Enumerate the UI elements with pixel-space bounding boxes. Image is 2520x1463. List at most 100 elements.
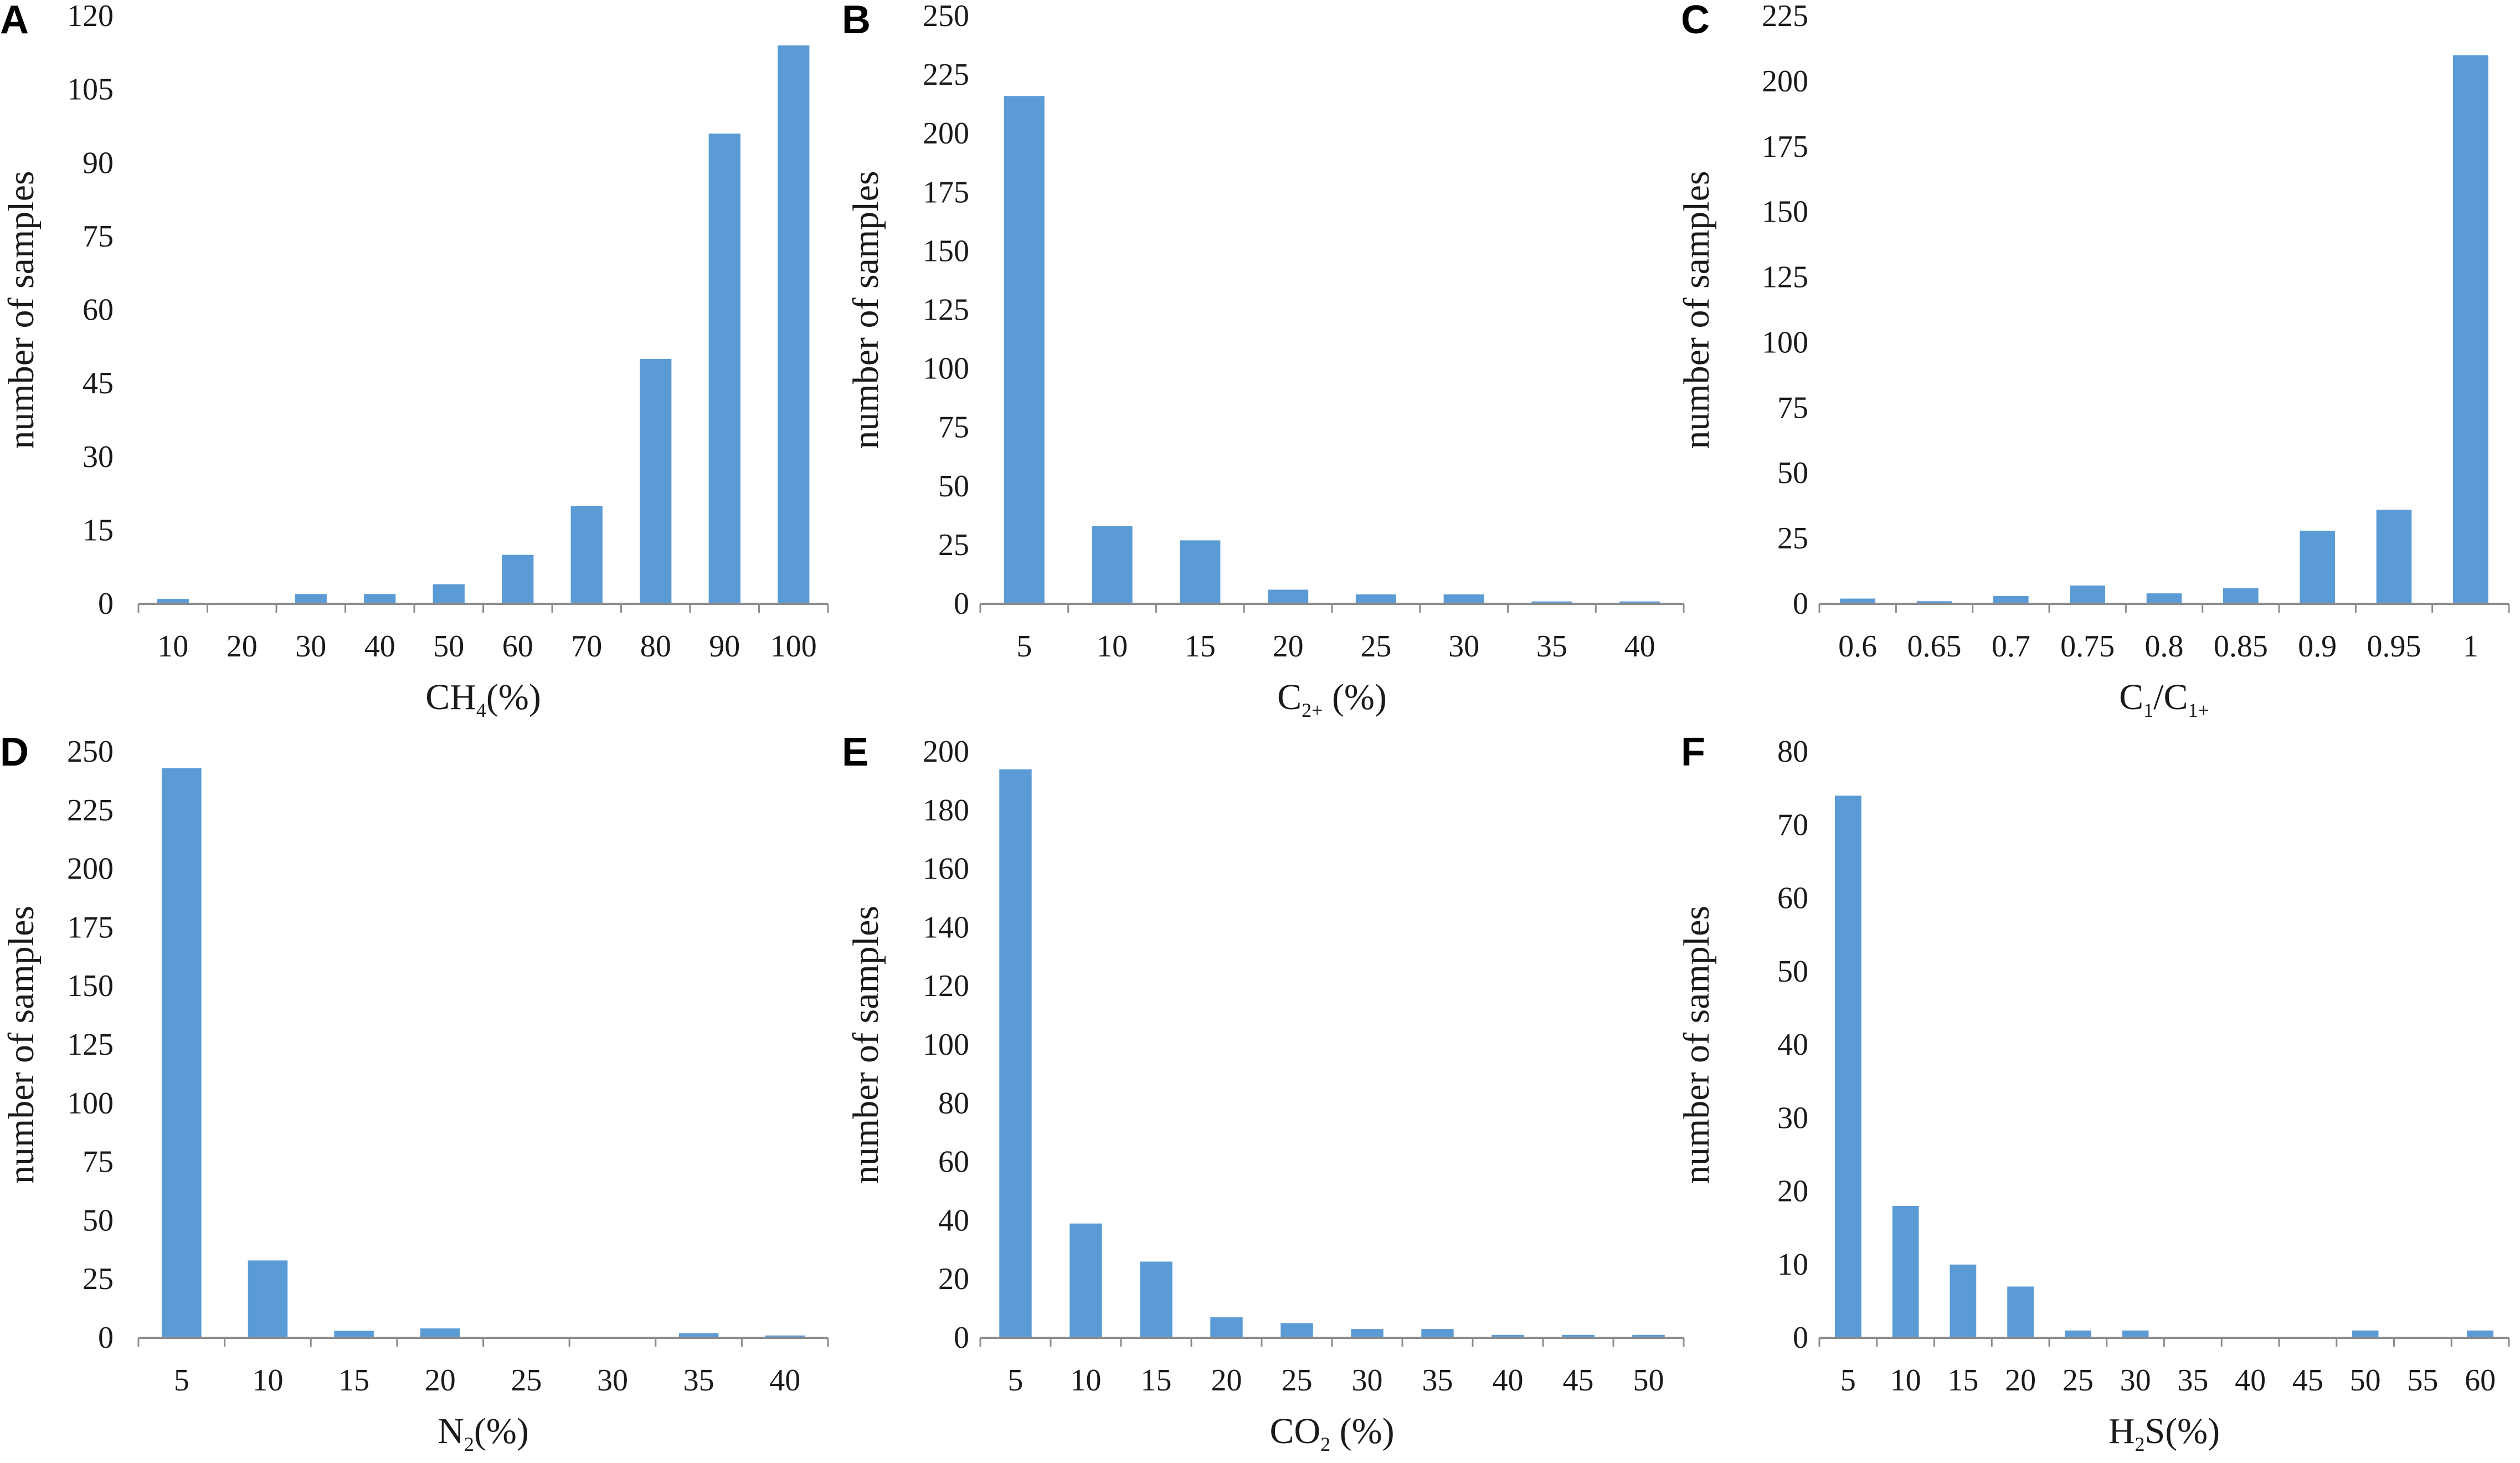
y-tick-label: 75 (83, 1145, 114, 1179)
y-tick-label: 40 (938, 1203, 969, 1238)
y-tick-label: 140 (923, 910, 969, 944)
bar-0.95 (2376, 510, 2412, 604)
x-tick-label: 15 (1185, 629, 1216, 664)
bar-60 (2467, 1330, 2493, 1338)
bar-50 (2352, 1330, 2379, 1338)
x-tick-label: 30 (295, 629, 326, 664)
bar-25 (1355, 594, 1396, 604)
y-tick-label: 150 (67, 969, 114, 1003)
bar-90 (708, 134, 740, 604)
x-tick-label: 15 (1141, 1363, 1172, 1398)
y-axis-title: number of samples (1, 171, 42, 449)
y-tick-label: 225 (67, 793, 114, 828)
bar-10 (1069, 1223, 1102, 1338)
y-tick-label: 125 (1762, 260, 1808, 295)
panel-f: F 0 10 20 30 40 50 60 70 80 number of samples 5 10 15… (1676, 730, 2510, 1455)
x-axis-title: C2+ (%) (1277, 677, 1387, 721)
bar-15 (1180, 540, 1221, 604)
y-tick-label: 25 (83, 1262, 114, 1296)
y-tick-label: 100 (923, 352, 969, 386)
bar-35 (678, 1333, 719, 1338)
y-tick-label: 30 (1777, 1101, 1808, 1135)
y-tick-label: 90 (83, 146, 114, 180)
x-tick-label: 5 (1016, 629, 1032, 664)
y-tick-label: 60 (938, 1145, 969, 1179)
bar-10 (157, 599, 189, 604)
y-tick-label: 105 (67, 73, 114, 107)
panel-letter-f: F (1681, 730, 1705, 774)
x-tick-label: 0.6 (1838, 629, 1877, 664)
bar-15 (334, 1331, 374, 1338)
y-tick-label: 20 (1777, 1174, 1808, 1209)
bar-60 (502, 555, 534, 604)
bar-5 (162, 768, 202, 1338)
bar-5 (1835, 795, 1861, 1338)
bar-5 (999, 769, 1032, 1338)
y-axis-title: number of samples (1676, 171, 1717, 449)
x-axis-title: CO2 (%) (1269, 1411, 1394, 1455)
x-tick-label: 70 (571, 629, 602, 664)
x-tick-label: 40 (769, 1363, 800, 1398)
bar-0.85 (2223, 588, 2259, 604)
bar-40 (1492, 1334, 1524, 1338)
y-tick-label: 200 (67, 852, 114, 886)
x-tick-label: 30 (597, 1363, 628, 1398)
y-tick-label: 45 (83, 366, 114, 401)
y-tick-label: 75 (938, 410, 969, 445)
bar-20 (420, 1328, 460, 1338)
x-tick-label: 10 (1097, 629, 1128, 664)
x-axis-title: CH4(%) (425, 677, 541, 721)
y-tick-label: 250 (67, 735, 114, 769)
bar-50 (433, 584, 465, 604)
x-tick-label: 90 (709, 629, 740, 664)
y-tick-label: 75 (83, 219, 114, 254)
bar-10 (1892, 1205, 1919, 1338)
bar-20 (2007, 1286, 2034, 1338)
x-tick-label: 20 (227, 629, 258, 664)
y-tick-label: 60 (83, 293, 114, 327)
bar-30 (2122, 1330, 2149, 1338)
bar-0.75 (2070, 585, 2105, 604)
y-tick-label: 120 (923, 969, 969, 1003)
y-tick-label: 175 (1762, 130, 1808, 164)
x-tick-label: 20 (2005, 1363, 2036, 1398)
x-tick-label: 1 (2463, 629, 2478, 664)
y-tick-label: 100 (1762, 325, 1808, 360)
y-tick-label: 0 (98, 1321, 114, 1355)
bar-100 (778, 45, 810, 604)
panel-letter-b: B (842, 0, 871, 42)
bar-0.6 (1840, 598, 1875, 604)
y-tick-label: 0 (1793, 1321, 1808, 1355)
bar-80 (640, 358, 672, 604)
bar-10 (1092, 526, 1133, 604)
x-tick-label: 0.9 (2298, 629, 2337, 664)
x-tick-label: 50 (433, 629, 464, 664)
y-axis-title: number of samples (846, 906, 886, 1184)
bar-45 (1562, 1334, 1595, 1338)
panel-letter-e: E (842, 730, 868, 774)
y-tick-label: 125 (923, 293, 969, 327)
y-tick-label: 10 (1777, 1248, 1808, 1282)
y-tick-label: 225 (1762, 0, 1808, 33)
bar-20 (1268, 589, 1309, 604)
y-tick-label: 0 (954, 587, 969, 621)
y-tick-label: 50 (1777, 456, 1808, 490)
x-tick-label: 40 (2235, 1363, 2266, 1398)
y-tick-label: 0 (1793, 587, 1808, 621)
x-tick-label: 30 (1352, 1363, 1383, 1398)
x-tick-label: 15 (338, 1363, 369, 1398)
bar-35 (1421, 1329, 1454, 1338)
x-tick-label: 0.65 (1907, 629, 1962, 664)
x-tick-label: 15 (1947, 1363, 1978, 1398)
x-tick-label: 100 (770, 629, 817, 664)
y-tick-label: 25 (938, 528, 969, 562)
y-tick-label: 125 (67, 1028, 114, 1062)
bar-0.65 (1916, 601, 1952, 604)
x-tick-label: 40 (1493, 1363, 1524, 1398)
x-axis-title: N2(%) (438, 1411, 529, 1455)
x-tick-label: 0.8 (2145, 629, 2184, 664)
bar-20 (1210, 1317, 1243, 1338)
bar-0.7 (1993, 596, 2029, 604)
x-tick-label: 45 (2292, 1363, 2323, 1398)
